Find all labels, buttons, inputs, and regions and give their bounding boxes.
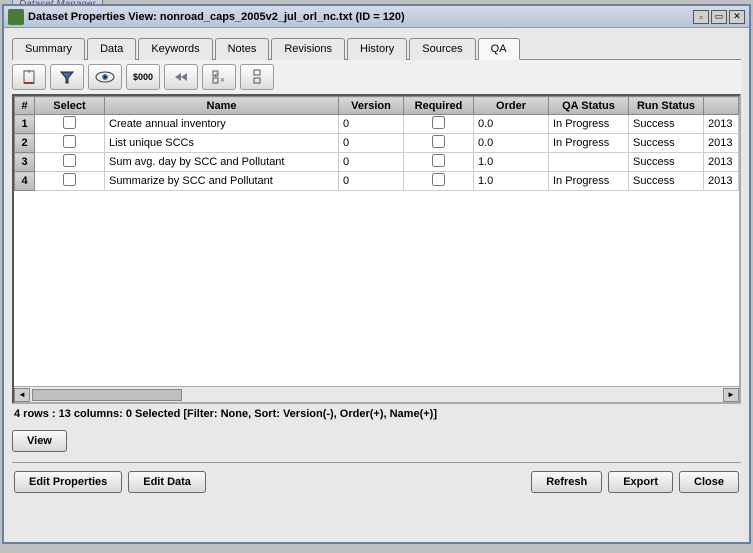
cell-order: 0.0	[474, 115, 549, 134]
tab-history[interactable]: History	[347, 38, 407, 60]
cell-run-status: Success	[629, 134, 704, 153]
column-header[interactable]: #	[15, 97, 35, 115]
cell-order: 0.0	[474, 134, 549, 153]
cell-run-status: Success	[629, 153, 704, 172]
sort-button[interactable]	[240, 64, 274, 90]
row-select-checkbox[interactable]	[63, 154, 76, 167]
tab-notes[interactable]: Notes	[215, 38, 270, 60]
export-button[interactable]: Export	[608, 471, 673, 493]
scroll-thumb[interactable]	[32, 389, 182, 401]
column-header[interactable]: Run Status	[629, 97, 704, 115]
row-select-checkbox[interactable]	[63, 116, 76, 129]
cell-version: 0	[339, 153, 404, 172]
scroll-left-icon[interactable]: ◄	[14, 388, 30, 402]
scroll-right-icon[interactable]: ►	[723, 388, 739, 402]
view-button[interactable]: View	[12, 430, 67, 452]
cell-name: Summarize by SCC and Pollutant	[105, 172, 339, 191]
column-header[interactable]: Required	[404, 97, 474, 115]
reset-button[interactable]: ✓✕	[202, 64, 236, 90]
cell-run-status: Success	[629, 172, 704, 191]
tab-keywords[interactable]: Keywords	[138, 38, 212, 60]
row-number: 3	[15, 153, 35, 172]
svg-text:✓: ✓	[214, 72, 218, 78]
cell-extra: 2013	[704, 115, 739, 134]
close-button[interactable]: Close	[679, 471, 739, 493]
refresh-button[interactable]: Refresh	[531, 471, 602, 493]
column-header[interactable]: Select	[35, 97, 105, 115]
cell-qa-status: In Progress	[549, 134, 629, 153]
tab-summary[interactable]: Summary	[12, 38, 85, 60]
horizontal-scrollbar[interactable]: ◄ ►	[14, 386, 739, 402]
view-button[interactable]	[88, 64, 122, 90]
first-page-button[interactable]	[164, 64, 198, 90]
cell-name: Create annual inventory	[105, 115, 339, 134]
cell-version: 0	[339, 172, 404, 191]
required-checkbox[interactable]	[432, 116, 445, 129]
tab-sources[interactable]: Sources	[409, 38, 475, 60]
qa-table-container: #SelectNameVersionRequiredOrderQA Status…	[12, 94, 741, 404]
column-header[interactable]: Name	[105, 97, 339, 115]
svg-text:✕: ✕	[220, 78, 225, 84]
maximize-icon[interactable]: ▭	[711, 10, 727, 24]
tab-revisions[interactable]: Revisions	[271, 38, 345, 60]
edit-data-button[interactable]: Edit Data	[128, 471, 206, 493]
cell-name: Sum avg. day by SCC and Pollutant	[105, 153, 339, 172]
titlebar: Dataset Properties View: nonroad_caps_20…	[4, 6, 749, 28]
row-number: 2	[15, 134, 35, 153]
separator	[12, 462, 741, 463]
cell-version: 0	[339, 134, 404, 153]
tab-qa[interactable]: QA	[478, 38, 520, 60]
window-content: SummaryDataKeywordsNotesRevisionsHistory…	[4, 28, 749, 503]
tab-bar: SummaryDataKeywordsNotesRevisionsHistory…	[12, 38, 741, 60]
format-button[interactable]: $000	[126, 64, 160, 90]
cell-name: List unique SCCs	[105, 134, 339, 153]
qa-table: #SelectNameVersionRequiredOrderQA Status…	[14, 96, 739, 191]
row-select-checkbox[interactable]	[63, 135, 76, 148]
column-header[interactable]: Order	[474, 97, 549, 115]
cell-qa-status	[549, 153, 629, 172]
cell-extra: 2013	[704, 172, 739, 191]
cell-extra: 2013	[704, 134, 739, 153]
table-row[interactable]: 2 List unique SCCs0 0.0In ProgressSuccess2…	[15, 134, 739, 153]
edit-properties-button[interactable]: Edit Properties	[14, 471, 122, 493]
table-row[interactable]: 1 Create annual inventory0 0.0In ProgressS…	[15, 115, 739, 134]
column-header[interactable]	[704, 97, 739, 115]
row-number: 4	[15, 172, 35, 191]
column-header[interactable]: QA Status	[549, 97, 629, 115]
status-text: 4 rows : 13 columns: 0 Selected [Filter:…	[12, 404, 741, 424]
column-header[interactable]: Version	[339, 97, 404, 115]
required-checkbox[interactable]	[432, 173, 445, 186]
row-number: 1	[15, 115, 35, 134]
cell-qa-status: In Progress	[549, 172, 629, 191]
table-row[interactable]: 3 Sum avg. day by SCC and Pollutant0 1.0 Su…	[15, 153, 739, 172]
filter-button[interactable]	[50, 64, 84, 90]
close-icon[interactable]: ✕	[729, 10, 745, 24]
required-checkbox[interactable]	[432, 135, 445, 148]
cell-qa-status: In Progress	[549, 115, 629, 134]
cell-version: 0	[339, 115, 404, 134]
app-icon	[8, 9, 24, 25]
window-title: Dataset Properties View: nonroad_caps_20…	[28, 11, 693, 23]
dataset-properties-window: Dataset Properties View: nonroad_caps_20…	[2, 4, 751, 544]
select-all-button[interactable]	[12, 64, 46, 90]
cell-extra: 2013	[704, 153, 739, 172]
cell-order: 1.0	[474, 172, 549, 191]
toolbar: $000 ✓✕	[12, 59, 741, 94]
tab-data[interactable]: Data	[87, 38, 136, 60]
minimize-icon[interactable]: ▫	[693, 10, 709, 24]
table-row[interactable]: 4 Summarize by SCC and Pollutant0 1.0In Pr…	[15, 172, 739, 191]
row-select-checkbox[interactable]	[63, 173, 76, 186]
required-checkbox[interactable]	[432, 154, 445, 167]
cell-run-status: Success	[629, 115, 704, 134]
cell-order: 1.0	[474, 153, 549, 172]
bottom-button-bar: Edit Properties Edit Data Refresh Export…	[12, 467, 741, 497]
